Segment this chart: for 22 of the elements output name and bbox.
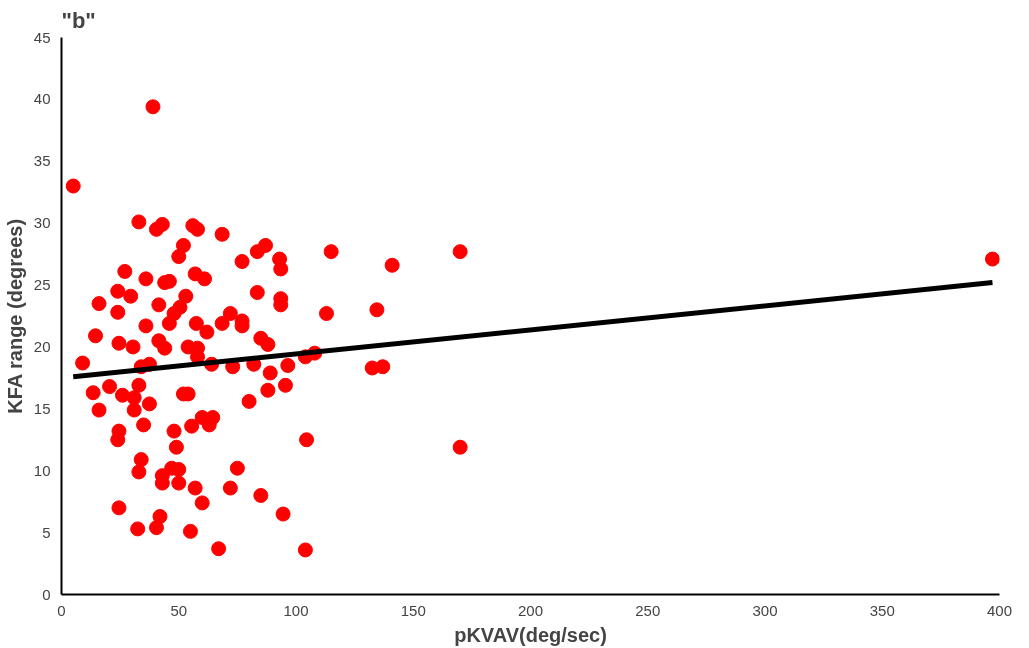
chart-title: "b": [61, 7, 96, 33]
y-tick-label: 5: [42, 523, 51, 541]
y-tick-label: 15: [33, 399, 51, 417]
y-tick-label: 45: [33, 28, 51, 46]
x-tick-label: 100: [283, 601, 309, 619]
x-tick-label: 300: [752, 601, 778, 619]
y-tick-label: 20: [33, 337, 51, 355]
y-tick-label: 0: [42, 585, 51, 603]
x-tick-label: 250: [635, 601, 661, 619]
x-tick-label: 200: [517, 601, 544, 619]
y-tick-label: 30: [33, 214, 51, 232]
y-tick-label: 40: [33, 90, 51, 108]
x-tick-label: 0: [57, 601, 66, 619]
x-tick-label: 350: [869, 601, 895, 619]
y-tick-label: 35: [33, 152, 51, 170]
x-tick-label: 50: [170, 601, 188, 619]
y-tick-label: 10: [33, 461, 51, 479]
y-tick-label: 25: [33, 276, 51, 294]
x-axis-title: pKVAV(deg/sec): [454, 623, 607, 646]
y-axis-title: KFA range (degrees): [3, 218, 26, 414]
x-tick-label: 400: [986, 601, 1013, 619]
x-tick-label: 150: [400, 601, 426, 619]
